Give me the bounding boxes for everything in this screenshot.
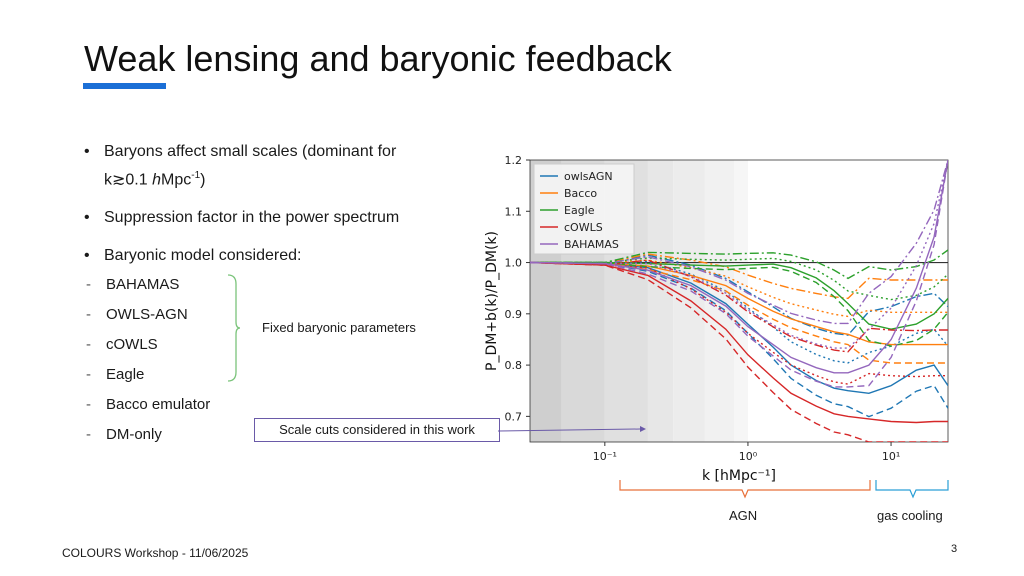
series-line-bahamas-3 [530, 160, 948, 325]
chart-axes: 0.7 0.8 0.9 1.0 1.1 1.2 10⁻¹ 10⁰ 10¹ [505, 154, 949, 463]
chart-series [530, 160, 948, 442]
y-tick-label: 0.8 [505, 359, 523, 372]
series-line-bacco-2 [530, 259, 948, 318]
bullet-baryons-text: Baryons affect small scales (dominant fo… [104, 143, 397, 160]
legend-label-cowls: cOWLS [564, 221, 603, 234]
series-line-bacco-0 [530, 261, 948, 346]
scale-cut-band-6 [734, 160, 748, 442]
series-line-cowls-1 [530, 261, 948, 442]
series-line-bacco-3 [530, 253, 948, 300]
model-bacco: Bacco emulator [86, 396, 210, 413]
model-eagle: Eagle [86, 366, 145, 383]
scale-cut-callout: Scale cuts considered in this work [254, 418, 500, 442]
series-line-owlsagn-0 [530, 261, 948, 395]
gas-cooling-label: gas cooling [877, 508, 943, 523]
bullet-baryons-h: h [152, 171, 161, 189]
legend-box [533, 163, 635, 255]
model-owls-agn: OWLS-AGN [86, 306, 188, 323]
legend-label-eagle: Eagle [564, 204, 595, 217]
bullet-baryons: Baryons affect small scales (dominant fo… [84, 140, 464, 192]
x-axis-label: k [hMpc⁻¹] [702, 468, 776, 484]
series-line-cowls-0 [530, 261, 948, 424]
x-tick-label: 10¹ [882, 450, 900, 463]
bullet-baryons-exp: -1 [191, 170, 201, 181]
series-line-bahamas-2 [530, 160, 948, 349]
y-tick-label: 1.2 [505, 154, 523, 167]
bullet-models: Baryonic model considered: [84, 244, 464, 268]
page-number: 3 [951, 543, 958, 555]
bullet-baryons-suffix: ) [200, 171, 206, 189]
y-tick-label: 0.9 [505, 308, 523, 321]
agn-label: AGN [729, 508, 758, 523]
series-line-cowls-2 [530, 261, 948, 385]
bullet-baryons-k: k [104, 171, 112, 189]
scale-cut-band-5 [704, 160, 735, 442]
series-line-eagle-0 [530, 261, 948, 330]
series-line-eagle-1 [530, 261, 948, 347]
bullet-baryons-unit: Mpc [161, 171, 192, 189]
x-tick-label: 10⁻¹ [593, 450, 617, 463]
series-line-bahamas-0 [530, 160, 948, 374]
series-line-cowls-3 [530, 259, 948, 353]
bullet-baryons-sym: ≳0.1 [112, 171, 153, 189]
suppression-chart: 0.7 0.8 0.9 1.0 1.1 1.2 10⁻¹ 10⁰ 10¹ owlsAGN Bacc… [484, 154, 949, 484]
scale-cut-band-3 [647, 160, 674, 442]
x-tick-label: 10⁰ [739, 450, 758, 463]
chart-legend: owlsAGN Bacco Eagle cOWLS BAHAMAS [533, 163, 635, 255]
legend-label-owlsagn: owlsAGN [564, 170, 613, 183]
y-tick-label: 0.7 [505, 410, 523, 423]
y-axis-label: P_DM+b(k)/P_DM(k) [484, 231, 500, 371]
legend-label-bahamas: BAHAMAS [564, 238, 619, 251]
slide-title: Weak lensing and baryonic feedback [84, 38, 672, 79]
y-tick-label: 1.1 [505, 205, 523, 218]
title-underline [83, 83, 166, 89]
plot-frame [529, 159, 949, 443]
model-bahamas: BAHAMAS [86, 276, 179, 293]
bullet-list: Baryons affect small scales (dominant fo… [84, 140, 464, 282]
legend-label-bacco: Bacco [564, 187, 597, 200]
scale-cut-band-4 [673, 160, 705, 442]
series-line-bahamas-1 [530, 160, 948, 388]
model-bracket [228, 274, 240, 382]
model-dm-only: DM-only [86, 426, 162, 443]
footer-text: COLOURS Workshop - 11/06/2025 [62, 546, 249, 560]
series-line-bacco-1 [530, 261, 948, 364]
model-cowls: cOWLS [86, 336, 158, 353]
fixed-params-label: Fixed baryonic parameters [262, 320, 416, 335]
bullet-suppression: Suppression factor in the power spectrum [84, 206, 464, 230]
series-line-eagle-3 [530, 249, 948, 280]
y-tick-label: 1.0 [505, 257, 523, 270]
